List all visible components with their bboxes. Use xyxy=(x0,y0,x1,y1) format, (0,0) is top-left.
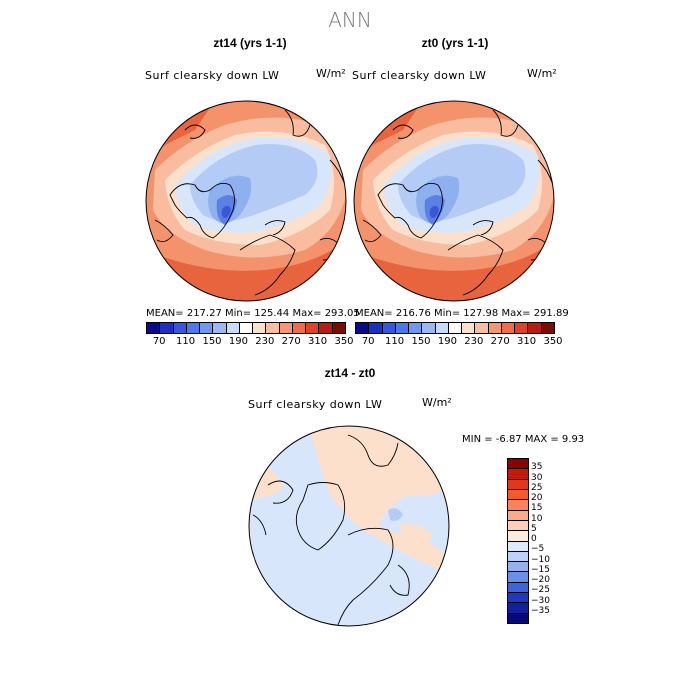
colorbar-swatch xyxy=(508,479,528,490)
panel-3-map xyxy=(248,425,450,627)
colorbar-swatch xyxy=(508,469,528,480)
colorbar-swatch xyxy=(508,510,528,521)
colorbar-tick-label: 350 xyxy=(334,336,354,347)
colorbar-swatch xyxy=(508,500,528,511)
colorbar-tick-label: 230 xyxy=(464,336,484,347)
colorbar-swatch xyxy=(213,323,227,333)
colorbar-swatch xyxy=(160,323,174,333)
colorbar-tick-label: 70 xyxy=(361,336,375,347)
colorbar-tick-label: 150 xyxy=(411,336,431,347)
colorbar-tick-label: −15 xyxy=(531,564,550,575)
colorbar-tick-label: 25 xyxy=(531,482,543,493)
colorbar-swatch xyxy=(508,551,528,563)
colorbar-swatch xyxy=(253,323,267,333)
colorbar-tick-label: 10 xyxy=(531,513,543,524)
panel-2-title: zt0 (yrs 1-1) xyxy=(421,36,489,50)
colorbar-tick-label: 270 xyxy=(281,336,301,347)
colorbar-tick-label: 350 xyxy=(543,336,563,347)
colorbar-swatch xyxy=(356,323,370,333)
panel-3-stats: MIN = -6.87 MAX = 9.93 xyxy=(462,434,585,445)
colorbar-swatch xyxy=(369,323,383,333)
colorbar-swatch xyxy=(508,593,528,604)
colorbar-swatch xyxy=(508,572,528,583)
colorbar-swatch xyxy=(435,323,449,333)
colorbar-swatch xyxy=(226,323,240,333)
colorbar-swatch xyxy=(508,541,528,552)
colorbar-swatch xyxy=(319,323,333,333)
panel-2-colorbar xyxy=(355,322,555,334)
colorbar-swatch xyxy=(279,323,293,333)
colorbar-swatch xyxy=(462,323,476,333)
figure-title: ANN xyxy=(328,8,372,32)
colorbar-swatch xyxy=(239,323,254,333)
colorbar-tick-label: −10 xyxy=(531,554,550,565)
colorbar-swatch xyxy=(508,603,528,614)
colorbar-swatch xyxy=(508,613,528,623)
panel-2-stats: MEAN= 216.76 Min= 127.98 Max= 291.89 xyxy=(355,308,569,319)
colorbar-swatch xyxy=(508,520,528,532)
panel-3-variable: Surf clearsky down LW xyxy=(248,398,383,411)
colorbar-tick-label: −5 xyxy=(531,544,545,555)
colorbar-swatch xyxy=(409,323,423,333)
colorbar-swatch xyxy=(488,323,502,333)
colorbar-swatch xyxy=(508,489,528,501)
panel-1-variable: Surf clearsky down LW xyxy=(145,69,280,82)
colorbar-tick-label: 20 xyxy=(531,493,543,503)
colorbar-swatch xyxy=(541,323,554,333)
colorbar-tick-label: 190 xyxy=(437,336,457,347)
colorbar-tick-label: 310 xyxy=(517,336,537,347)
colorbar-tick-label: 190 xyxy=(228,336,248,347)
colorbar-tick-label: −25 xyxy=(531,585,550,596)
colorbar-swatch xyxy=(475,323,489,333)
colorbar-swatch xyxy=(501,323,516,333)
colorbar-tick-label: 310 xyxy=(308,336,328,347)
colorbar-tick-label: 70 xyxy=(152,336,166,347)
panel-1-colorbar-ticks: 70 110 150 190 230 270 310 350 xyxy=(146,336,354,350)
colorbar-tick-label: 110 xyxy=(176,336,196,347)
colorbar-swatch xyxy=(515,323,529,333)
colorbar-swatch xyxy=(186,323,201,333)
panel-3-title: zt14 - zt0 xyxy=(324,366,376,380)
colorbar-swatch xyxy=(508,562,528,573)
panel-2-units: W/m² xyxy=(527,67,557,80)
panel-2-colorbar-ticks: 70 110 150 190 230 270 310 350 xyxy=(355,336,563,350)
colorbar-swatch xyxy=(292,323,307,333)
colorbar-tick-label: −20 xyxy=(531,575,550,585)
colorbar-tick-label: −35 xyxy=(531,605,550,616)
colorbar-swatch xyxy=(332,323,345,333)
colorbar-swatch xyxy=(382,323,396,333)
colorbar-swatch xyxy=(395,323,410,333)
colorbar-tick-label: −30 xyxy=(531,595,550,606)
panel-1-stats: MEAN= 217.27 Min= 125.44 Max= 293.05 xyxy=(146,308,360,319)
colorbar-tick-label: 15 xyxy=(531,503,543,514)
colorbar-swatch xyxy=(266,323,280,333)
colorbar-swatch xyxy=(528,323,542,333)
colorbar-swatch xyxy=(173,323,187,333)
panel-3-colorbar-ticks: 35 30 25 20 15 10 5 0 −5 −10 −15 −20 −25 −30 −35 xyxy=(531,458,571,622)
colorbar-swatch xyxy=(200,323,214,333)
panel-3-units: W/m² xyxy=(422,396,452,409)
panel-3-colorbar xyxy=(507,458,529,624)
colorbar-tick-label: 150 xyxy=(202,336,222,347)
colorbar-tick-label: 230 xyxy=(255,336,275,347)
colorbar-swatch xyxy=(306,323,320,333)
panel-1-title: zt14 (yrs 1-1) xyxy=(213,36,287,50)
colorbar-tick-label: 5 xyxy=(531,523,537,534)
panel-2-map xyxy=(353,100,555,302)
colorbar-tick-label: 110 xyxy=(385,336,405,347)
colorbar-swatch xyxy=(508,459,528,470)
colorbar-tick-label: 30 xyxy=(531,472,543,483)
colorbar-tick-label: 0 xyxy=(531,534,537,544)
colorbar-swatch xyxy=(422,323,436,333)
colorbar-tick-label: 35 xyxy=(531,462,543,473)
colorbar-swatch xyxy=(508,531,528,542)
panel-2-variable: Surf clearsky down LW xyxy=(352,69,487,82)
colorbar-tick-label: 270 xyxy=(490,336,510,347)
colorbar-swatch xyxy=(147,323,161,333)
panel-1-colorbar xyxy=(146,322,346,334)
colorbar-swatch xyxy=(448,323,463,333)
panel-1-units: W/m² xyxy=(316,67,346,80)
colorbar-swatch xyxy=(508,582,528,594)
panel-1-map xyxy=(145,100,347,302)
